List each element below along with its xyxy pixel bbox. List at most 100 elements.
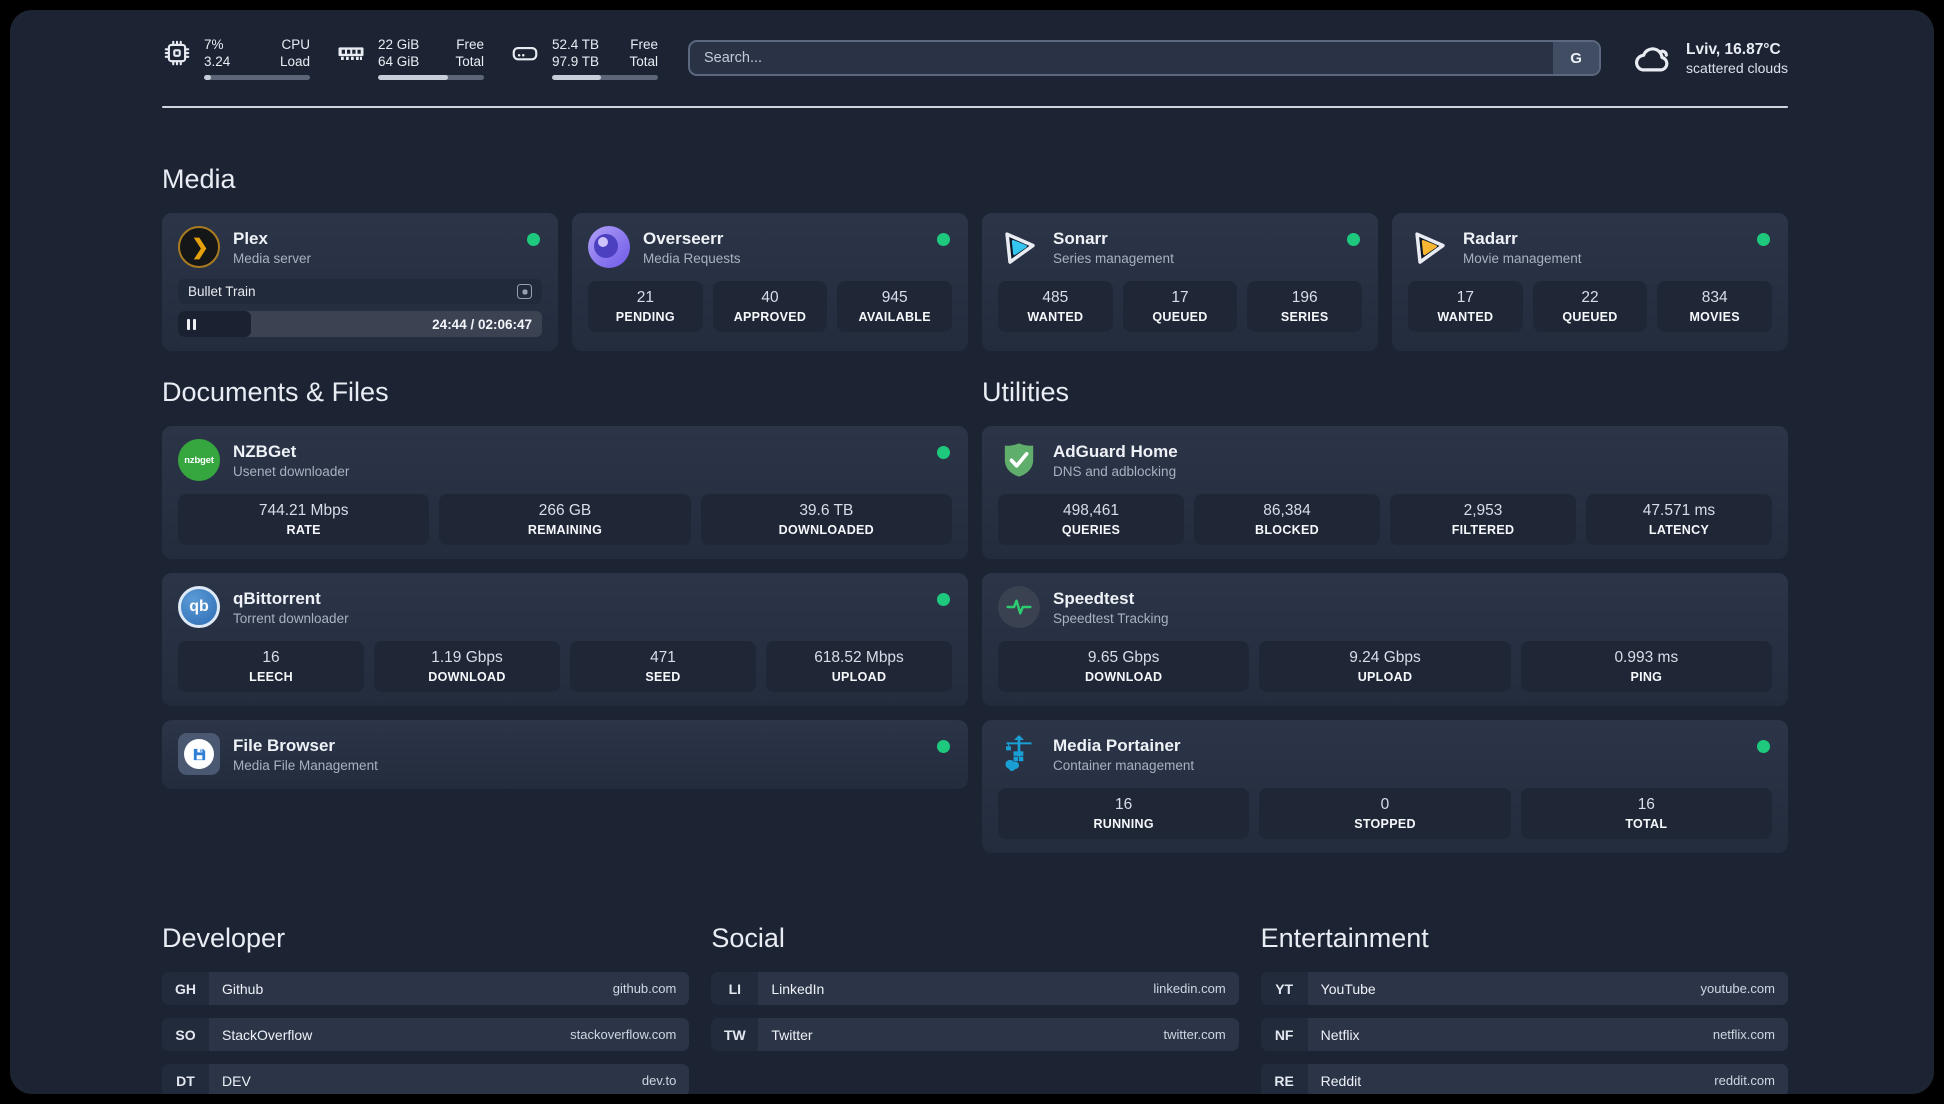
search-input[interactable] (690, 42, 1554, 74)
stat-box: 498,461 QUERIES (998, 494, 1184, 545)
speedtest-card[interactable]: Speedtest Speedtest Tracking 9.65 Gbps D… (982, 573, 1788, 706)
stat-value: 16 (262, 649, 280, 666)
cpu-progress-fill (204, 75, 212, 80)
stat-value: 834 (1701, 289, 1728, 306)
link-url: linkedin.com (1153, 981, 1226, 996)
portainer-card[interactable]: Media Portainer Container management 16 … (982, 720, 1788, 853)
card-subtitle: DNS and adblocking (1053, 463, 1177, 479)
stat-value: 47.571 ms (1642, 502, 1716, 519)
search-engine-button[interactable]: G (1553, 42, 1600, 74)
cpu-load-label: Load (279, 54, 310, 69)
radarr-icon (1408, 226, 1450, 268)
stat-label: LEECH (249, 670, 293, 684)
plex-card[interactable]: Plex Media server Bullet Train 24:44 / 0… (162, 213, 558, 351)
stat-value: 17 (1456, 289, 1474, 306)
card-title: Plex (233, 228, 268, 248)
link-url: netflix.com (1712, 1027, 1775, 1042)
qbittorrent-card[interactable]: qb qBittorrent Torrent downloader 16 LEE… (162, 573, 968, 706)
card-title: Overseerr (643, 228, 724, 248)
search-bar: G (688, 40, 1602, 76)
stat-label: SERIES (1280, 310, 1329, 324)
stat-label: RUNNING (1093, 817, 1154, 831)
utilities-column: Utilities AdGuard Home DNS and adblockin… (982, 351, 1788, 867)
cpu-icon (162, 38, 192, 68)
stat-box: 39.6 TB DOWNLOADED (700, 494, 952, 545)
overseerr-card[interactable]: Overseerr Media Requests 21 PENDING 40 A… (572, 213, 968, 351)
card-title: AdGuard Home (1053, 441, 1178, 461)
weather-widget[interactable]: Lviv, 16.87°C scattered clouds (1631, 40, 1788, 77)
link-name: LinkedIn (771, 980, 825, 997)
pause-icon[interactable] (187, 318, 196, 330)
stat-value: 744.21 Mbps (258, 502, 349, 519)
card-subtitle: Container management (1053, 757, 1195, 773)
link-reddit[interactable]: RE Reddit reddit.com (1260, 1064, 1788, 1094)
card-title: Media Portainer (1053, 735, 1181, 755)
status-dot (937, 740, 950, 753)
link-youtube[interactable]: YT YouTube youtube.com (1260, 972, 1788, 1005)
section-title-social: Social (711, 923, 785, 953)
stat-value: 0.993 ms (1614, 649, 1679, 666)
stat-label: QUEUED (1562, 310, 1618, 324)
cpu-progress-bar (204, 75, 310, 80)
adguard-card[interactable]: AdGuard Home DNS and adblocking 498,461 … (982, 426, 1788, 559)
stat-label: UPLOAD (831, 670, 887, 684)
qbittorrent-icon: qb (178, 586, 220, 628)
storage-free-value: 52.4 TB (552, 37, 600, 52)
stat-box: 21 PENDING (588, 281, 703, 332)
link-url: github.com (612, 981, 677, 996)
stat-label: PENDING (615, 310, 675, 324)
link-stackoverflow[interactable]: SO StackOverflow stackoverflow.com (162, 1018, 690, 1051)
card-title: Radarr (1463, 228, 1518, 248)
stat-box: 0.993 ms PING (1520, 641, 1772, 692)
stat-box: 17 WANTED (1408, 281, 1523, 332)
stat-label: BLOCKED (1255, 523, 1319, 537)
stat-value: 16 (1115, 796, 1133, 813)
link-netflix[interactable]: NF Netflix netflix.com (1260, 1018, 1788, 1051)
stat-box: 17 QUEUED (1122, 281, 1238, 332)
stat-value: 471 (650, 649, 676, 666)
link-github[interactable]: GH Github github.com (162, 972, 690, 1005)
stat-box: 9.65 Gbps DOWNLOAD (998, 641, 1250, 692)
link-linkedin[interactable]: LI LinkedIn linkedin.com (711, 972, 1239, 1005)
filebrowser-card[interactable]: File Browser Media File Management (162, 720, 968, 789)
sonarr-card[interactable]: Sonarr Series management 485 WANTED 17 Q… (982, 213, 1378, 351)
memory-total-value: 64 GiB (378, 54, 420, 69)
stat-value: 618.52 Mbps (814, 649, 904, 666)
stat-value: 17 (1171, 289, 1189, 306)
card-title: Speedtest (1053, 588, 1135, 608)
sonarr-icon (998, 226, 1040, 268)
stat-value: 2,953 (1463, 502, 1503, 519)
stat-box: 1.19 Gbps DOWNLOAD (374, 641, 560, 692)
cpu-usage-value: 7% (204, 37, 224, 52)
card-title: Sonarr (1053, 228, 1108, 248)
link-name: Github (222, 980, 264, 997)
link-tag: RE (1260, 1064, 1308, 1094)
cast-icon[interactable] (517, 284, 532, 299)
section-title-media: Media (162, 164, 236, 194)
card-subtitle: Series management (1053, 250, 1174, 266)
stat-label: APPROVED (733, 310, 807, 324)
stat-value: 86,384 (1263, 502, 1311, 519)
stat-box: 40 APPROVED (712, 281, 828, 332)
playback-progress-fill (178, 311, 251, 337)
stat-label: DOWNLOAD (428, 670, 506, 684)
entertainment-section: Entertainment YT YouTube youtube.com NF … (1260, 867, 1788, 1094)
card-subtitle: Speedtest Tracking (1053, 610, 1169, 626)
stat-label: QUERIES (1061, 523, 1121, 537)
radarr-card[interactable]: Radarr Movie management 17 WANTED 22 QUE… (1392, 213, 1788, 351)
status-dot (1347, 233, 1360, 246)
stat-value: 196 (1291, 289, 1318, 306)
stat-value: 9.24 Gbps (1349, 649, 1421, 666)
playback-progress-bar[interactable]: 24:44 / 02:06:47 (178, 311, 542, 337)
card-subtitle: Usenet downloader (233, 463, 350, 479)
section-title-entertainment: Entertainment (1260, 923, 1429, 953)
link-url: stackoverflow.com (570, 1027, 677, 1042)
link-dev[interactable]: DT DEV dev.to (162, 1064, 690, 1094)
memory-free-label: Free (456, 37, 484, 52)
link-twitter[interactable]: TW Twitter twitter.com (711, 1018, 1239, 1051)
storage-stat: 52.4 TB Free 97.9 TB Total (510, 36, 658, 80)
stat-box: 266 GB REMAINING (439, 494, 691, 545)
card-subtitle: Media Requests (643, 250, 741, 266)
nzbget-card[interactable]: nzbget NZBGet Usenet downloader 744.21 M… (162, 426, 968, 559)
stat-value: 266 GB (538, 502, 592, 519)
